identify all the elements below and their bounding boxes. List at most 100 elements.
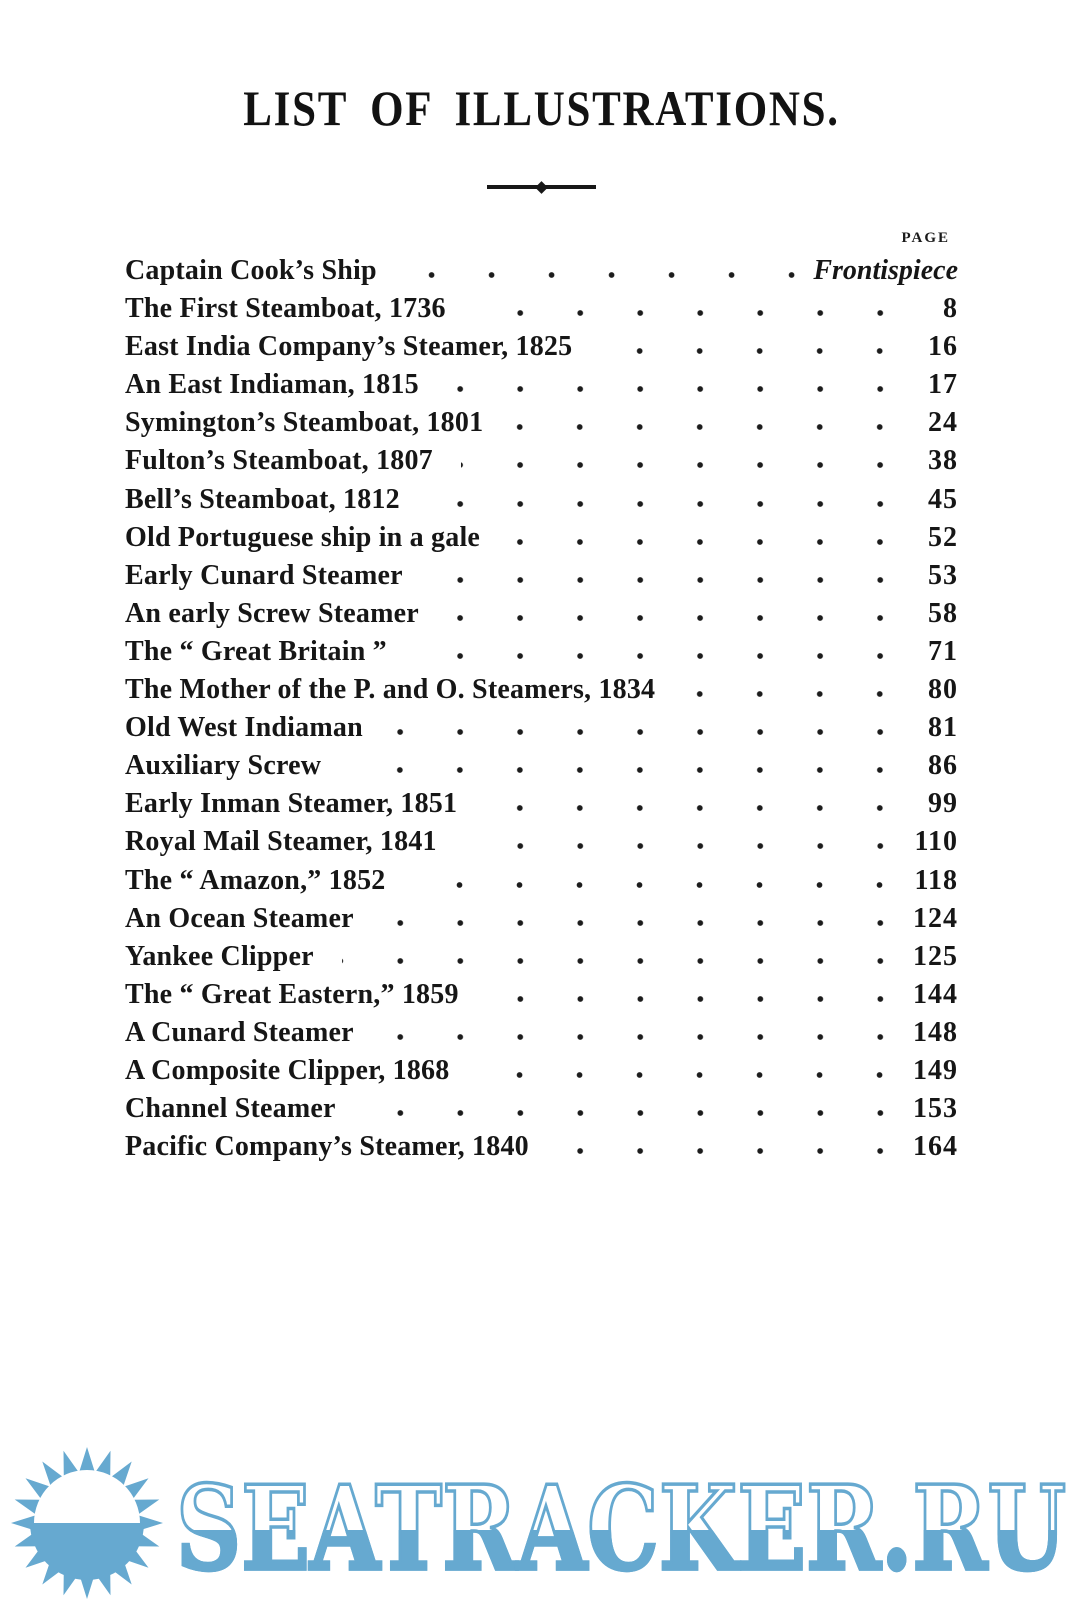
item-title: Pacific Company’s Steamer, 1840 <box>125 1131 529 1163</box>
divider-line-left <box>487 185 539 189</box>
list-item: An East Indiaman, 1815 17 <box>125 366 958 404</box>
list-item: The Mother of the P. and O. Steamers, 18… <box>125 671 958 709</box>
list-item: The “ Amazon,” 1852 118 <box>125 862 958 900</box>
list-item: Early Cunard Steamer 53 <box>125 557 958 595</box>
dot-leader <box>485 804 890 813</box>
watermark: SEATRACKER.RU SEATRACKER.RU <box>11 1447 1068 1599</box>
dot-leader <box>508 537 890 546</box>
item-page-number: 8 <box>943 293 958 325</box>
item-page-number: 110 <box>914 826 958 858</box>
list-item: Old West Indiaman 81 <box>125 709 958 747</box>
dot-leader <box>477 1070 890 1079</box>
dot-leader <box>349 766 890 775</box>
list-item: Yankee Clipper 125 <box>125 938 958 976</box>
item-title: Old West Indiaman <box>125 712 363 744</box>
list-item: Bell’s Steamboat, 1812 45 <box>125 481 958 519</box>
item-page-number: 164 <box>913 1131 958 1163</box>
item-page-number: 153 <box>913 1093 958 1125</box>
item-page-number: 17 <box>928 369 958 401</box>
item-page-number: 45 <box>928 483 958 515</box>
list-item: Symington’s Steamboat, 1801 24 <box>125 404 958 442</box>
dot-leader <box>414 651 890 660</box>
item-page-number: 81 <box>928 712 958 744</box>
item-title: An East Indiaman, 1815 <box>125 369 419 401</box>
page-column-header: PAGE <box>901 230 950 246</box>
item-page-number: 118 <box>914 864 958 896</box>
item-title: The “ Great Eastern,” 1859 <box>125 978 459 1010</box>
list-item: The “ Great Britain ” 71 <box>125 633 958 671</box>
item-page-number: 144 <box>913 978 958 1010</box>
divider-ornament <box>125 180 958 194</box>
item-page-number: 124 <box>913 902 958 934</box>
list-item: Channel Steamer 153 <box>125 1090 958 1128</box>
dot-leader <box>427 499 890 508</box>
divider-diamond <box>535 180 548 194</box>
list-item: Pacific Company’s Steamer, 1840 164 <box>125 1128 958 1166</box>
list-item: Royal Mail Steamer, 1841 110 <box>125 823 958 861</box>
list-item: Auxiliary Screw 86 <box>125 747 958 785</box>
list-item: Fulton’s Steamboat, 1807 38 <box>125 442 958 480</box>
item-page-number: 86 <box>928 750 958 782</box>
list-item: An Ocean Steamer 124 <box>125 900 958 938</box>
item-title: An early Screw Steamer <box>125 597 419 629</box>
item-page-number: 53 <box>928 559 958 591</box>
list-item: East India Company’s Steamer, 1825 16 <box>125 328 958 366</box>
item-title: A Composite Clipper, 1868 <box>125 1054 450 1086</box>
illustration-list: Captain Cook’s Ship Frontispiece The Fir… <box>125 252 958 1166</box>
item-title: Captain Cook’s Ship <box>125 255 377 286</box>
list-item: A Cunard Steamer 148 <box>125 1014 958 1052</box>
item-page-number: 148 <box>913 1016 958 1048</box>
dot-leader <box>511 423 890 432</box>
list-item: The “ Great Eastern,” 1859 144 <box>125 976 958 1014</box>
item-title: Fulton’s Steamboat, 1807 <box>125 445 433 477</box>
dot-leader <box>600 347 890 356</box>
item-title: The “ Great Britain ” <box>125 635 387 667</box>
dot-leader <box>473 309 890 318</box>
dot-leader <box>404 271 802 279</box>
item-page-number: 80 <box>928 674 958 706</box>
dot-leader <box>363 1109 890 1118</box>
item-page-number: 24 <box>928 407 958 439</box>
item-title: Symington’s Steamboat, 1801 <box>125 407 484 439</box>
dot-leader <box>381 1032 890 1041</box>
list-item: Old Portuguese ship in a gale 52 <box>125 519 958 557</box>
sun-icon <box>11 1447 163 1599</box>
item-title: Royal Mail Steamer, 1841 <box>125 826 437 858</box>
item-page-number: 58 <box>928 597 958 629</box>
watermark-text-outline: SEATRACKER.RU <box>176 1461 1066 1597</box>
list-item: A Composite Clipper, 1868 149 <box>125 1052 958 1090</box>
item-page-number: 125 <box>913 940 958 972</box>
list-item: An early Screw Steamer 58 <box>125 595 958 633</box>
sun-lower-half <box>30 1523 144 1580</box>
list-item: The First Steamboat, 1736 8 <box>125 290 958 328</box>
item-title: An Ocean Steamer <box>125 902 354 934</box>
dot-leader <box>486 994 890 1003</box>
item-title: East India Company’s Steamer, 1825 <box>125 331 573 363</box>
dot-leader <box>341 956 890 965</box>
item-title: A Cunard Steamer <box>125 1016 354 1048</box>
item-title: Auxiliary Screw <box>125 750 322 782</box>
item-title: Yankee Clipper <box>125 940 314 972</box>
item-page-number: 52 <box>928 521 958 553</box>
dot-leader <box>413 880 890 889</box>
item-page-number: 99 <box>928 788 958 820</box>
dot-leader <box>464 842 890 851</box>
divider-line-right <box>544 185 596 189</box>
dot-leader <box>446 385 890 394</box>
item-title: The “ Amazon,” 1852 <box>125 864 386 896</box>
sun-dome <box>34 1470 140 1523</box>
item-title: The Mother of the P. and O. Steamers, 18… <box>125 674 656 706</box>
dot-leader <box>430 575 890 584</box>
dot-leader <box>556 1147 890 1156</box>
item-title: Bell’s Steamboat, 1812 <box>125 483 400 515</box>
dot-leader <box>390 728 890 737</box>
item-page-number: 71 <box>928 635 958 667</box>
list-item: Captain Cook’s Ship Frontispiece <box>125 252 958 290</box>
item-page-number: 38 <box>928 445 958 477</box>
dot-leader <box>683 690 890 699</box>
item-title: Old Portuguese ship in a gale <box>125 521 481 553</box>
item-page-number: 149 <box>913 1054 958 1086</box>
item-page-number: Frontispiece <box>813 255 958 286</box>
dot-leader <box>460 461 890 470</box>
